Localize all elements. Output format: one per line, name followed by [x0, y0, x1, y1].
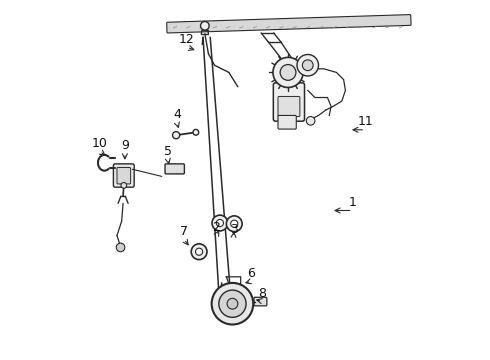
Text: 12: 12 — [179, 33, 195, 46]
Text: 7: 7 — [180, 225, 188, 238]
Circle shape — [212, 215, 228, 231]
Circle shape — [196, 248, 203, 255]
Text: 5: 5 — [164, 145, 172, 158]
Circle shape — [273, 57, 303, 87]
Circle shape — [306, 117, 315, 125]
Circle shape — [212, 283, 253, 324]
Text: 9: 9 — [121, 139, 129, 152]
Circle shape — [280, 64, 296, 80]
FancyBboxPatch shape — [165, 164, 184, 174]
Circle shape — [226, 216, 242, 231]
Circle shape — [172, 132, 180, 139]
Text: 3: 3 — [230, 223, 238, 236]
Text: 4: 4 — [173, 108, 181, 121]
Text: 11: 11 — [357, 116, 373, 129]
Circle shape — [193, 130, 199, 135]
Circle shape — [191, 244, 207, 260]
FancyBboxPatch shape — [113, 164, 134, 187]
Circle shape — [302, 60, 313, 71]
Text: 8: 8 — [258, 287, 266, 300]
Text: 2: 2 — [212, 221, 220, 234]
Circle shape — [200, 22, 209, 30]
FancyBboxPatch shape — [273, 83, 304, 121]
Circle shape — [116, 243, 125, 252]
FancyBboxPatch shape — [278, 116, 296, 129]
FancyBboxPatch shape — [167, 15, 411, 33]
FancyBboxPatch shape — [254, 297, 267, 306]
Text: 10: 10 — [92, 137, 108, 150]
Circle shape — [216, 220, 223, 226]
FancyBboxPatch shape — [278, 96, 300, 117]
Circle shape — [297, 54, 318, 76]
Circle shape — [231, 220, 238, 227]
Text: 6: 6 — [247, 267, 255, 280]
FancyBboxPatch shape — [117, 167, 131, 184]
Circle shape — [227, 298, 238, 309]
Text: 1: 1 — [349, 196, 357, 209]
Circle shape — [219, 290, 246, 318]
Circle shape — [121, 183, 126, 188]
